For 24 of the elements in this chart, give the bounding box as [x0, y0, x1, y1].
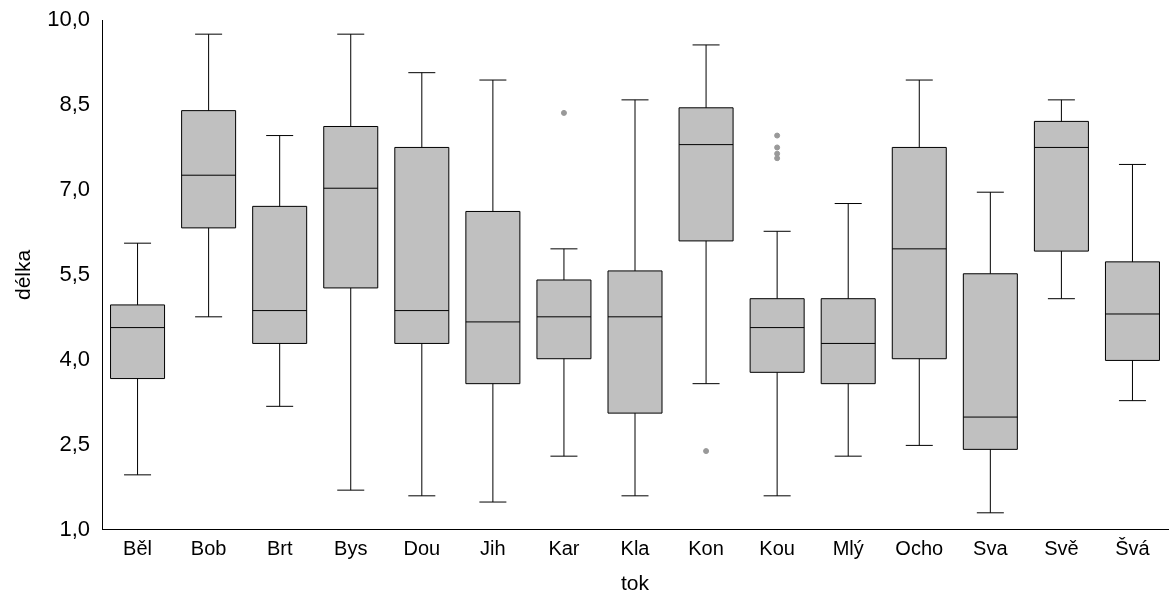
x-tick-label: Kon — [688, 537, 724, 560]
x-tick-label: Kla — [620, 537, 651, 560]
x-axis-title: tok — [621, 571, 650, 595]
x-tick-label: Mlý — [832, 537, 864, 560]
x-tick-label: Kar — [548, 537, 580, 560]
x-tick-label: Švá — [1115, 537, 1151, 560]
x-tick-label: Dou — [403, 537, 441, 560]
x-tick-label: Bob — [190, 537, 227, 560]
y-tick-label: 1,0 — [59, 515, 91, 541]
x-tick-label: Bys — [334, 537, 368, 560]
x-tick-label: Ocho — [895, 537, 944, 560]
y-tick-label: 4,0 — [59, 345, 91, 371]
y-tick-label: 2,5 — [59, 430, 91, 456]
y-axis-title: délka — [11, 249, 35, 300]
x-tick-label: Kou — [759, 537, 795, 560]
x-tick-label: Brt — [266, 537, 293, 560]
x-tick-label: Sva — [973, 537, 1009, 560]
y-tick-label: 5,5 — [59, 260, 91, 286]
x-tick-label: Jih — [480, 537, 506, 560]
y-tick-label: 10,0 — [47, 6, 91, 32]
y-tick-label: 8,5 — [59, 91, 91, 117]
y-tick-label: 7,0 — [59, 176, 91, 201]
x-tick-label: Svě — [1044, 537, 1079, 560]
x-tick-label: Běl — [123, 537, 152, 560]
